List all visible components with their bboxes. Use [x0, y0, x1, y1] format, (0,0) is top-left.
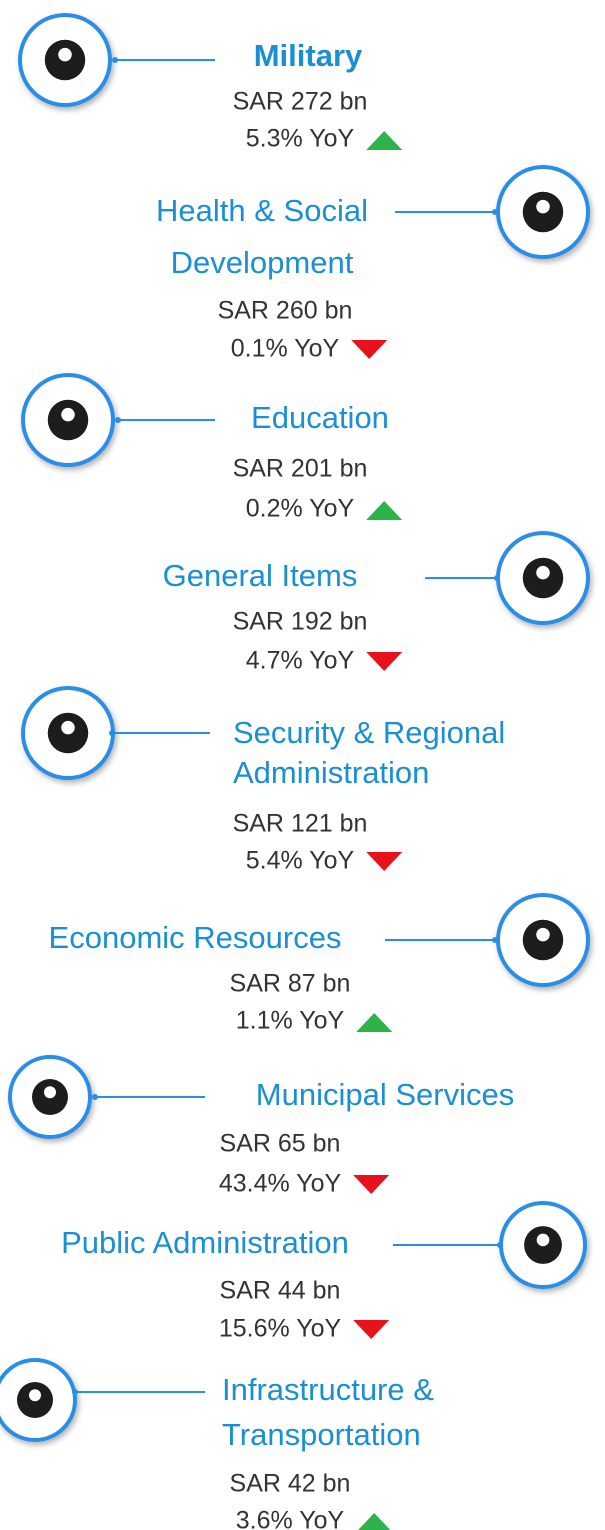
yoy: 0.2% YoY [246, 495, 355, 523]
connector-dot [497, 1242, 503, 1248]
amount: SAR 65 bn [220, 1130, 341, 1158]
amount: SAR 42 bn [230, 1470, 351, 1498]
amount: SAR 192 bn [233, 608, 368, 636]
trend-arrow [366, 501, 403, 520]
item-title: Security & Regional [233, 715, 505, 750]
yoy: 3.6% YoY [236, 1507, 345, 1530]
connector-dot [112, 57, 118, 63]
item-title: Infrastructure & [222, 1372, 434, 1407]
icon-glyph-detail [44, 1086, 56, 1099]
trend-arrow [366, 852, 403, 871]
trend-arrow [353, 1175, 390, 1194]
connector-dot [492, 937, 498, 943]
icon-glyph-detail [58, 47, 72, 62]
icon-glyph-detail [536, 1233, 550, 1247]
item-title: Education [251, 400, 389, 435]
connector-dot [72, 1389, 78, 1395]
icon-glyph-detail [29, 1389, 41, 1402]
connector-dot [109, 730, 115, 736]
yoy: 0.1% YoY [231, 335, 340, 363]
item-title: Transportation [222, 1417, 421, 1452]
icon-glyph-detail [61, 720, 75, 735]
item-title: Economic Resources [49, 920, 342, 955]
item-title: Health & Social [156, 193, 368, 228]
yoy: 1.1% YoY [236, 1007, 345, 1035]
yoy: 5.4% YoY [246, 847, 355, 875]
trend-arrow [366, 131, 403, 150]
trend-arrow [351, 340, 388, 359]
amount: SAR 260 bn [218, 297, 353, 325]
connector-dot [492, 209, 498, 215]
trend-arrow [358, 1513, 391, 1530]
icon-glyph-detail [536, 927, 550, 942]
yoy: 43.4% YoY [219, 1170, 342, 1198]
icon-glyph-detail [536, 565, 550, 580]
yoy: 15.6% YoY [219, 1315, 342, 1343]
icon-glyph-detail [61, 407, 75, 422]
item-title: Administration [233, 755, 429, 790]
icon-glyph-detail [536, 199, 550, 214]
trend-arrow [366, 652, 403, 671]
trend-arrow [356, 1013, 393, 1032]
amount: SAR 201 bn [233, 455, 368, 483]
item-title: Public Administration [61, 1225, 349, 1260]
amount: SAR 272 bn [233, 88, 368, 116]
yoy: 5.3% YoY [246, 125, 355, 153]
amount: SAR 121 bn [233, 810, 368, 838]
trend-arrow [353, 1320, 390, 1339]
item-title: Municipal Services [256, 1077, 514, 1112]
item-title: General Items [163, 558, 358, 593]
yoy: 4.7% YoY [246, 647, 355, 675]
item-title: Military [254, 38, 363, 73]
amount: SAR 87 bn [230, 970, 351, 998]
connector-dot [494, 575, 500, 581]
item-title: Development [171, 245, 354, 280]
connector-dot [115, 417, 121, 423]
connector-dot [92, 1094, 98, 1100]
amount: SAR 44 bn [220, 1277, 341, 1305]
